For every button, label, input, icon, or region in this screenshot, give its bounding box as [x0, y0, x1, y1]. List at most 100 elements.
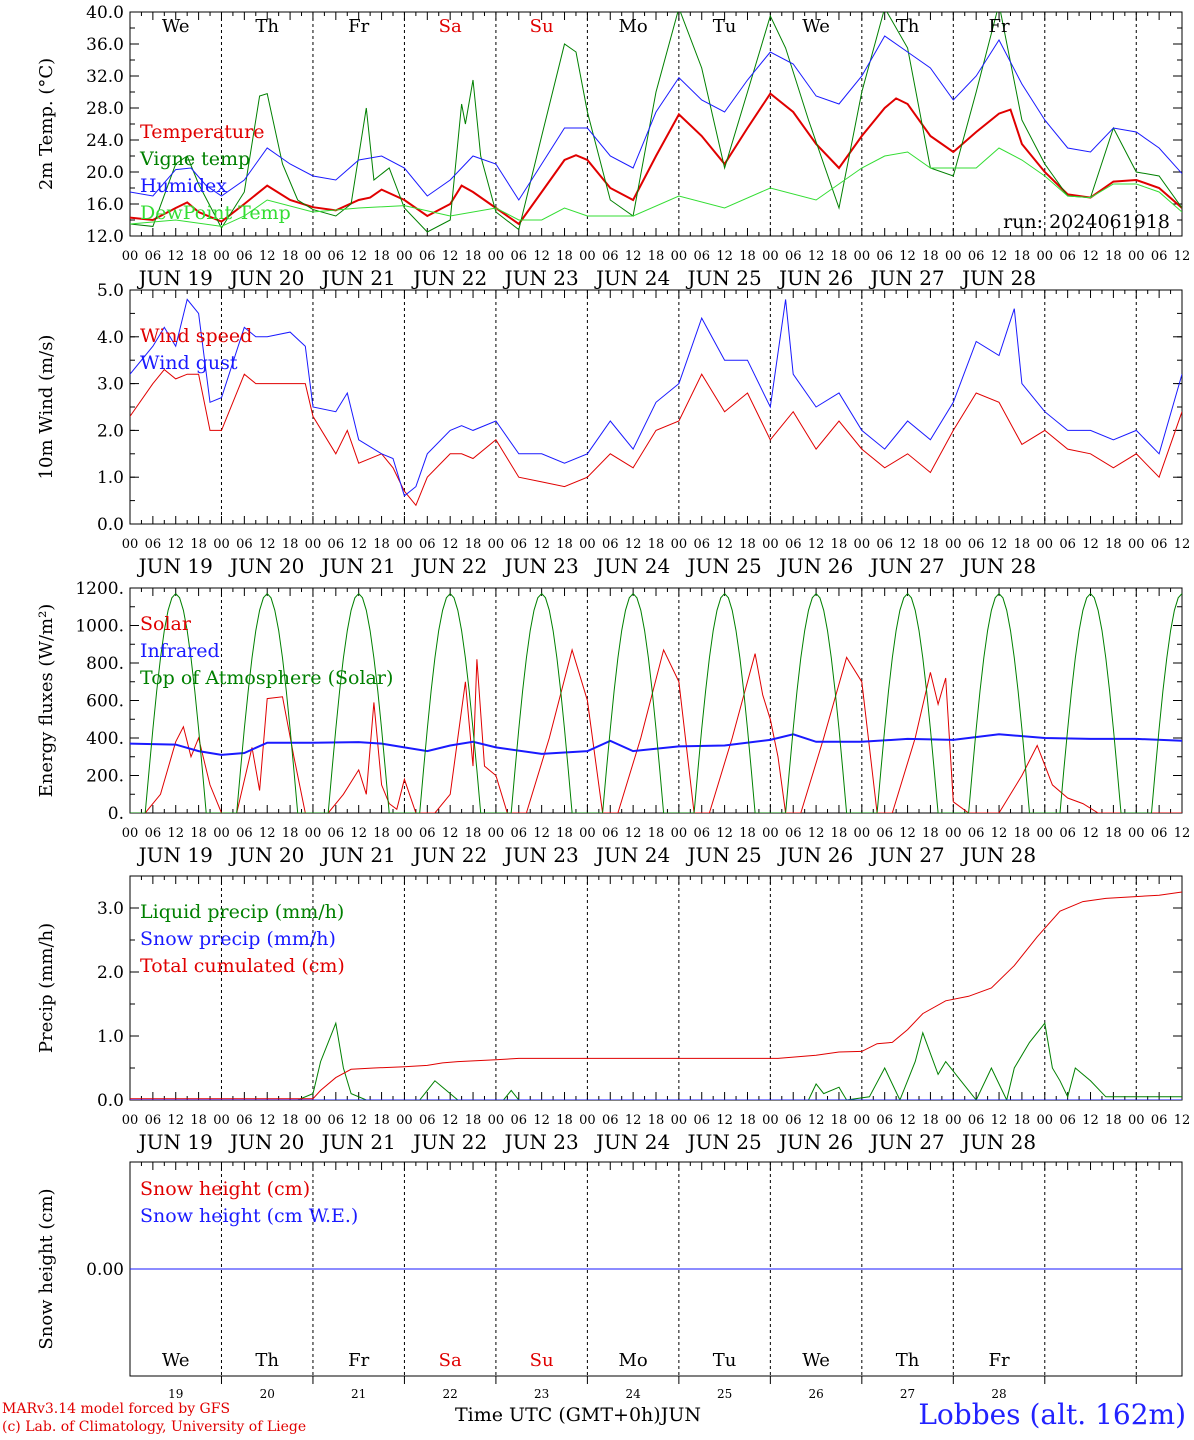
date-label: JUN 23 — [503, 266, 579, 290]
y-tick-label: 36.0 — [86, 35, 124, 55]
hour-tick-label: 12 — [259, 249, 276, 264]
hour-tick-label: 18 — [1014, 537, 1031, 552]
hour-tick-label: 18 — [831, 249, 848, 264]
hour-tick-label: 18 — [190, 249, 207, 264]
hour-tick-label: 06 — [145, 537, 162, 552]
y-tick-label: 2.0 — [97, 963, 124, 983]
hour-tick-label: 12 — [899, 826, 916, 841]
panel-frame — [129, 587, 1183, 814]
weekday-label-bottom: We — [802, 1350, 830, 1371]
y-tick-label: 400. — [86, 729, 124, 749]
legend-entry: Solar — [140, 613, 192, 635]
hour-tick-label: 00 — [671, 249, 688, 264]
day-number-label: 27 — [900, 1387, 915, 1401]
hour-tick-label: 00 — [1128, 537, 1145, 552]
series-line-wind-gust — [130, 298, 1182, 497]
y-axis-title: 2m Temp. (°C) — [36, 58, 57, 190]
date-label: JUN 19 — [137, 843, 213, 867]
hour-tick-label: 06 — [968, 1113, 985, 1128]
hour-tick-label: 06 — [236, 537, 253, 552]
y-axis-title: Precip (mm/h) — [36, 923, 57, 1053]
y-axis-title: 10m Wind (m/s) — [36, 335, 57, 480]
series-group — [130, 12, 1182, 233]
hour-tick-label: 12 — [350, 826, 367, 841]
run-label: run: 2024061918 — [1003, 211, 1170, 233]
weekday-label-bottom: Fr — [988, 1350, 1009, 1371]
day-number-label: 20 — [260, 1387, 275, 1401]
hour-tick-label: 12 — [808, 826, 825, 841]
hour-tick-label: 18 — [282, 249, 299, 264]
hour-tick-label: 18 — [373, 537, 390, 552]
hour-tick-label: 06 — [419, 537, 436, 552]
hour-tick-label: 06 — [1151, 826, 1168, 841]
date-label: JUN 21 — [320, 1130, 396, 1154]
weekday-label-top: Th — [255, 16, 279, 37]
hour-tick-label: 06 — [693, 249, 710, 264]
hour-tick-label: 00 — [1037, 826, 1054, 841]
hour-tick-label: 12 — [350, 537, 367, 552]
y-tick-label: 1.0 — [97, 1027, 124, 1047]
hour-tick-label: 12 — [167, 537, 184, 552]
hour-tick-label: 18 — [739, 249, 756, 264]
day-number-label: 26 — [808, 1387, 823, 1401]
y-tick-label: 0.0 — [97, 1091, 124, 1111]
footer-credits: MARv3.14 model forced by GFS (c) Lab. of… — [2, 1400, 306, 1436]
y-tick-label: 12.0 — [86, 227, 124, 247]
hour-tick-label: 12 — [1082, 826, 1099, 841]
hour-tick-label: 12 — [808, 1113, 825, 1128]
hour-tick-label: 18 — [1105, 537, 1122, 552]
y-tick-label: 4.0 — [97, 328, 124, 348]
weekday-label-top: Fr — [348, 16, 369, 37]
hour-tick-label: 00 — [1128, 826, 1145, 841]
copyright-credit: (c) Lab. of Climatology, University of L… — [2, 1419, 307, 1435]
y-tick-label: 28.0 — [86, 99, 124, 119]
series-line-top-of-atmosphere-solar- — [130, 592, 1182, 813]
hour-tick-label: 18 — [556, 1113, 573, 1128]
hour-tick-label: 18 — [373, 249, 390, 264]
hour-tick-label: 00 — [1037, 249, 1054, 264]
hour-tick-label: 00 — [579, 537, 596, 552]
hour-tick-label: 06 — [328, 537, 345, 552]
y-axis-title: Energy fluxes (W/m²) — [36, 604, 57, 798]
legend-entry: Snow precip (mm/h) — [140, 928, 336, 950]
date-label: JUN 24 — [594, 1130, 670, 1154]
hour-tick-label: 12 — [1174, 826, 1191, 841]
hour-tick-label: 06 — [876, 1113, 893, 1128]
hour-tick-label: 18 — [1014, 1113, 1031, 1128]
day-number-label: 23 — [534, 1387, 549, 1401]
day-number-label: 21 — [351, 1387, 366, 1401]
series-group — [130, 298, 1182, 507]
hour-tick-label: 06 — [968, 537, 985, 552]
legend-entry: Liquid precip (mm/h) — [140, 901, 344, 923]
date-label: JUN 26 — [777, 554, 853, 578]
hour-tick-label: 18 — [739, 537, 756, 552]
date-label: JUN 22 — [411, 1130, 487, 1154]
hour-tick-label: 00 — [579, 249, 596, 264]
hour-tick-label: 06 — [419, 826, 436, 841]
hour-tick-label: 00 — [762, 826, 779, 841]
hour-tick-label: 12 — [533, 1113, 550, 1128]
hour-tick-label: 18 — [465, 1113, 482, 1128]
hour-tick-label: 18 — [922, 537, 939, 552]
y-tick-label: 20.0 — [86, 163, 124, 183]
y-tick-label: 1.0 — [97, 468, 124, 488]
date-label: JUN 26 — [777, 1130, 853, 1154]
date-label: JUN 19 — [137, 554, 213, 578]
hour-tick-label: 00 — [213, 826, 230, 841]
day-number-label: 28 — [991, 1387, 1006, 1401]
weekday-label-top: We — [802, 16, 830, 37]
hour-tick-label: 00 — [488, 1113, 505, 1128]
hour-tick-label: 06 — [419, 249, 436, 264]
hour-tick-label: 12 — [350, 249, 367, 264]
hour-tick-label: 06 — [1059, 249, 1076, 264]
hour-tick-label: 06 — [511, 826, 528, 841]
hour-tick-label: 12 — [808, 249, 825, 264]
weekday-label-bottom: Th — [896, 1350, 920, 1371]
date-label: JUN 22 — [411, 266, 487, 290]
date-label: JUN 27 — [868, 1130, 944, 1154]
day-number-label: 19 — [168, 1387, 183, 1401]
date-label: JUN 21 — [320, 554, 396, 578]
y-tick-label: 32.0 — [86, 67, 124, 87]
hour-tick-label: 12 — [899, 537, 916, 552]
date-label: JUN 27 — [868, 843, 944, 867]
